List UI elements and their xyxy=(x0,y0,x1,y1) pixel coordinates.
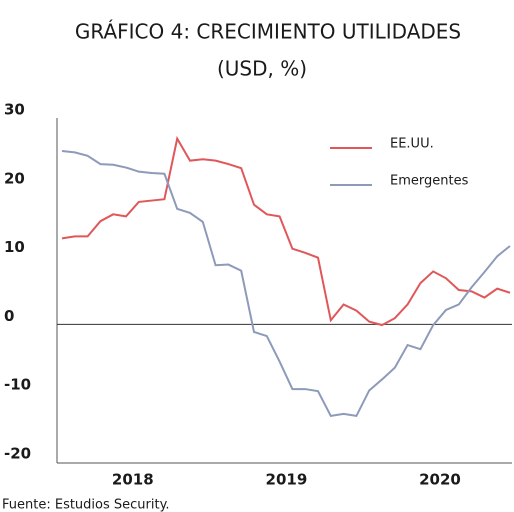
legend-label: EE.UU. xyxy=(390,137,434,152)
y-tick-label: 30 xyxy=(4,101,25,119)
x-tick-label: 2018 xyxy=(112,471,154,489)
y-tick-label: -20 xyxy=(4,445,31,463)
x-tick-label: 2019 xyxy=(266,471,308,489)
y-tick-label: 20 xyxy=(4,169,25,187)
chart-title: GRÁFICO 4: CRECIMIENTO UTILIDADES xyxy=(75,20,461,44)
y-tick-label: 0 xyxy=(4,307,14,325)
legend-label: Emergentes xyxy=(390,174,469,189)
x-tick-label: 2020 xyxy=(419,471,461,489)
series-line xyxy=(61,135,511,327)
chart-subtitle: (USD, %) xyxy=(217,57,307,81)
source: Fuente: Estudios Security. xyxy=(2,498,170,512)
series-line xyxy=(61,150,511,418)
y-tick-label: 10 xyxy=(4,238,25,256)
y-tick-label: -10 xyxy=(4,376,31,394)
